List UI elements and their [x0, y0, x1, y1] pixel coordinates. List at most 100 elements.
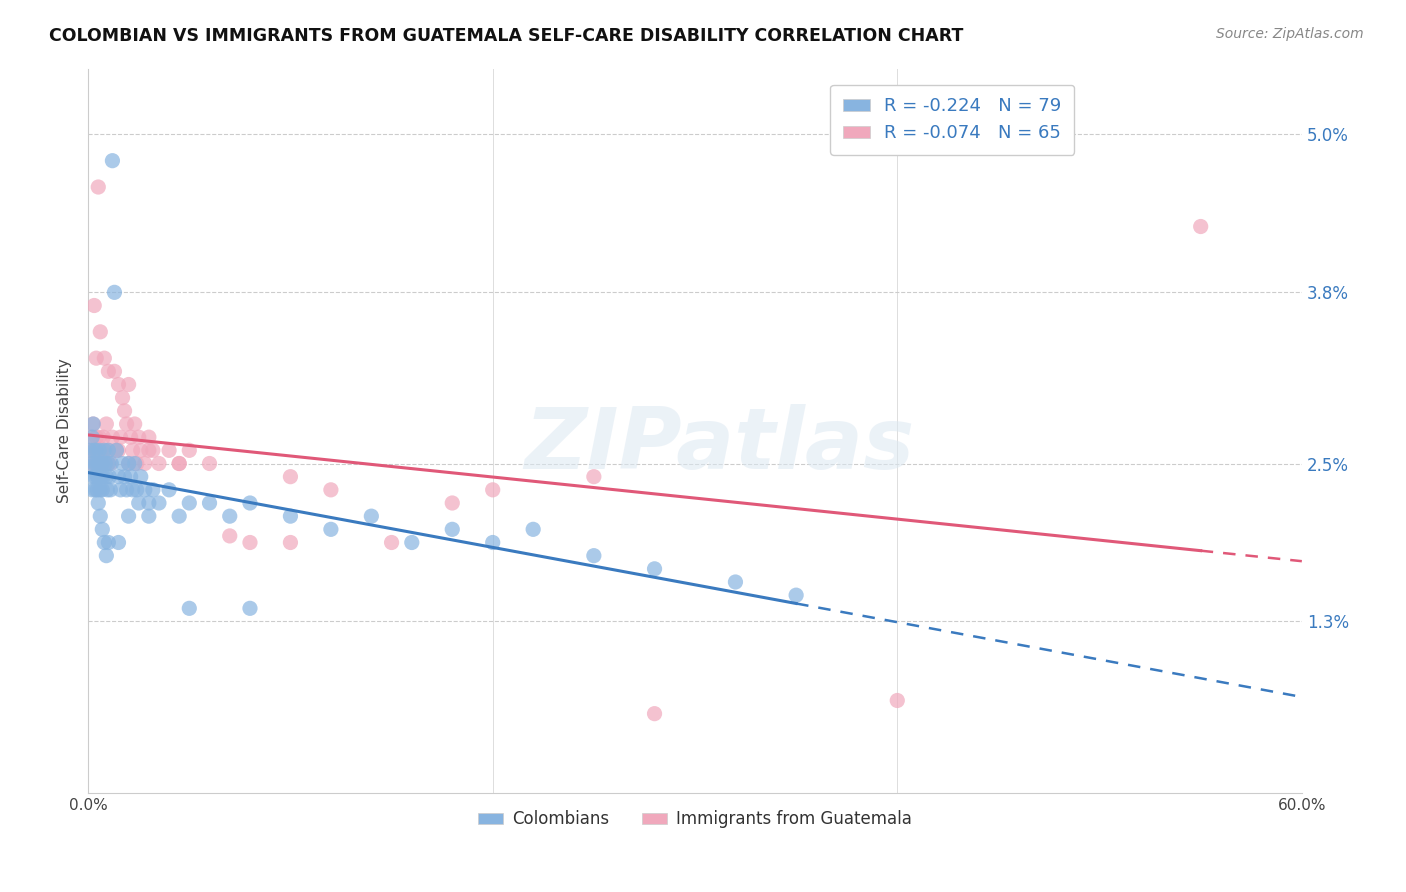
Point — [105, 443, 128, 458]
Point — [80, 430, 103, 444]
Text: Source: ZipAtlas.com: Source: ZipAtlas.com — [1216, 27, 1364, 41]
Point — [89, 509, 111, 524]
Point — [167, 457, 190, 471]
Point — [83, 443, 105, 458]
Point — [100, 457, 122, 471]
Point — [90, 469, 112, 483]
Point — [93, 457, 115, 471]
Point — [105, 443, 128, 458]
Point — [101, 153, 124, 168]
Point — [239, 535, 262, 549]
Point — [110, 483, 132, 497]
Point — [79, 443, 101, 458]
Point — [83, 298, 105, 312]
Legend: Colombians, Immigrants from Guatemala: Colombians, Immigrants from Guatemala — [472, 804, 918, 835]
Point — [110, 430, 132, 444]
Point — [84, 469, 107, 483]
Point — [142, 443, 165, 458]
Point — [129, 443, 152, 458]
Point — [89, 325, 111, 339]
Point — [97, 443, 120, 458]
Point — [120, 430, 142, 444]
Point — [138, 509, 160, 524]
Point — [86, 483, 108, 497]
Point — [82, 417, 104, 431]
Point — [82, 430, 104, 444]
Point — [89, 443, 111, 458]
Point — [82, 457, 104, 471]
Point — [84, 457, 107, 471]
Point — [91, 443, 114, 458]
Point — [198, 496, 221, 510]
Point — [94, 443, 117, 458]
Point — [107, 377, 129, 392]
Text: COLOMBIAN VS IMMIGRANTS FROM GUATEMALA SELF-CARE DISABILITY CORRELATION CHART: COLOMBIAN VS IMMIGRANTS FROM GUATEMALA S… — [49, 27, 963, 45]
Point — [381, 535, 404, 549]
Point — [84, 483, 107, 497]
Point — [129, 469, 152, 483]
Point — [138, 430, 160, 444]
Point — [79, 443, 101, 458]
Point — [115, 417, 138, 431]
Point — [97, 535, 120, 549]
Point — [107, 469, 129, 483]
Point — [87, 496, 110, 510]
Point — [117, 377, 139, 392]
Point — [89, 443, 111, 458]
Point — [97, 443, 120, 458]
Point — [134, 457, 156, 471]
Point — [724, 574, 747, 589]
Point — [401, 535, 423, 549]
Point — [91, 522, 114, 536]
Point — [785, 588, 807, 602]
Point — [97, 457, 120, 471]
Point — [96, 469, 118, 483]
Point — [90, 457, 112, 471]
Point — [117, 457, 139, 471]
Point — [101, 430, 124, 444]
Point — [89, 430, 111, 444]
Point — [1189, 219, 1212, 234]
Point — [138, 443, 160, 458]
Point — [121, 443, 143, 458]
Point — [91, 469, 114, 483]
Point — [97, 364, 120, 378]
Point — [280, 509, 302, 524]
Point — [111, 457, 134, 471]
Point — [120, 469, 142, 483]
Point — [86, 469, 108, 483]
Point — [441, 522, 464, 536]
Point — [142, 483, 165, 497]
Point — [179, 443, 201, 458]
Point — [96, 457, 118, 471]
Point — [111, 391, 134, 405]
Point — [125, 483, 148, 497]
Point — [239, 496, 262, 510]
Point — [124, 457, 146, 471]
Point — [103, 364, 125, 378]
Point — [107, 535, 129, 549]
Point — [886, 693, 908, 707]
Point — [121, 483, 143, 497]
Point — [138, 496, 160, 510]
Point — [114, 469, 136, 483]
Point — [82, 483, 104, 497]
Point — [128, 496, 150, 510]
Point — [582, 549, 605, 563]
Point — [96, 549, 118, 563]
Point — [84, 457, 107, 471]
Point — [134, 483, 156, 497]
Point — [644, 562, 666, 576]
Point — [167, 509, 190, 524]
Point — [148, 457, 170, 471]
Point — [117, 457, 139, 471]
Point — [114, 404, 136, 418]
Point — [167, 457, 190, 471]
Point — [87, 457, 110, 471]
Point — [87, 469, 110, 483]
Point — [582, 469, 605, 483]
Point — [82, 469, 104, 483]
Point — [280, 469, 302, 483]
Point — [218, 509, 240, 524]
Point — [91, 457, 114, 471]
